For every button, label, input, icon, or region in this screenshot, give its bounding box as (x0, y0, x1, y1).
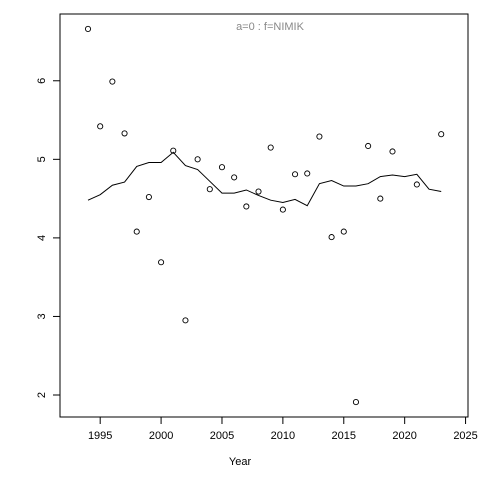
x-tick-label: 2000 (149, 430, 173, 442)
point (304, 170, 311, 177)
point (84, 25, 92, 32)
point (109, 78, 116, 85)
x-tick-label: 2025 (453, 430, 477, 442)
point (316, 133, 323, 140)
point (340, 228, 347, 235)
point (279, 206, 286, 213)
y-tick-label: 2 (36, 392, 48, 398)
point (438, 131, 445, 138)
plot-frame (59, 13, 469, 418)
point (365, 142, 372, 150)
x-tick-label: 2010 (271, 430, 295, 442)
point (231, 174, 238, 181)
point (133, 228, 140, 235)
y-tick-label: 6 (36, 78, 48, 84)
x-tick-label: 2005 (210, 430, 234, 442)
x-tick-label: 2020 (392, 430, 416, 442)
trend-line (87, 151, 442, 207)
y-tick-label: 4 (36, 235, 48, 241)
point (182, 317, 189, 324)
point (377, 195, 384, 202)
point (206, 186, 213, 193)
point (255, 188, 262, 195)
y-tick-label: 3 (36, 313, 48, 319)
point (218, 164, 226, 171)
point (292, 171, 299, 178)
point (170, 147, 177, 154)
point (267, 144, 274, 151)
point (389, 148, 396, 155)
x-axis-label: Year (229, 456, 252, 468)
point (145, 193, 152, 201)
x-tick-label: 2015 (332, 430, 356, 442)
point (413, 181, 420, 188)
point (121, 130, 128, 137)
point (328, 234, 335, 241)
annotation: a=0 : f=NIMIK (236, 21, 305, 33)
point (243, 203, 250, 210)
x-tick-label: 1995 (88, 430, 112, 442)
point (194, 156, 201, 163)
point (97, 123, 104, 130)
point (158, 259, 165, 266)
y-tick-label: 5 (36, 156, 48, 162)
point (352, 399, 360, 406)
